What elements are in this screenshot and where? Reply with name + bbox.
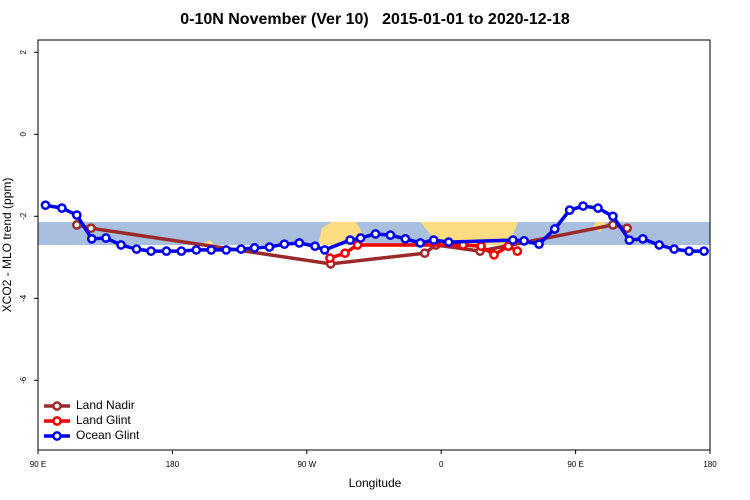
x-tick-label: 180 xyxy=(166,460,180,469)
legend-marker xyxy=(52,431,62,441)
data-point xyxy=(71,220,82,230)
data-point xyxy=(325,253,335,263)
legend-label: Land Nadir xyxy=(76,398,135,412)
data-point xyxy=(608,220,618,230)
data-point xyxy=(294,238,305,248)
x-tick-label: 90 W xyxy=(297,460,316,469)
data-point xyxy=(476,241,486,252)
data-point xyxy=(534,239,544,250)
data-point xyxy=(355,233,366,243)
plot-frame xyxy=(37,39,711,451)
data-point xyxy=(249,243,260,253)
x-axis-label: Longitude xyxy=(349,476,402,490)
data-point xyxy=(236,244,246,254)
data-point xyxy=(637,234,648,244)
data-point xyxy=(508,235,518,245)
data-point xyxy=(419,248,430,259)
chart-title: 0-10N November (Ver 10) 2015-01-01 to 20… xyxy=(180,11,570,28)
data-point xyxy=(622,223,632,234)
data-point xyxy=(176,246,187,256)
data-point xyxy=(415,238,426,248)
data-point xyxy=(86,223,96,234)
data-point xyxy=(400,234,411,244)
x-tick-label: 180 xyxy=(703,460,717,469)
legend-marker xyxy=(52,416,62,426)
data-point xyxy=(101,233,111,243)
data-point xyxy=(578,201,588,211)
data-point xyxy=(489,249,499,260)
data-point xyxy=(443,237,454,247)
y-tick-label: -4 xyxy=(19,294,28,302)
data-point xyxy=(206,245,217,255)
x-tick-label: 90 E xyxy=(30,460,46,469)
data-point xyxy=(345,235,355,245)
data-point xyxy=(699,246,709,256)
data-point xyxy=(608,211,618,222)
x-tick-label: 0 xyxy=(439,460,444,469)
data-point xyxy=(512,246,523,256)
legend-label: Land Glint xyxy=(76,413,131,427)
y-tick-label: -2 xyxy=(19,212,28,220)
data-point xyxy=(57,203,67,213)
data-point xyxy=(319,245,330,255)
data-point xyxy=(503,241,514,252)
data-point xyxy=(279,239,290,250)
data-point xyxy=(549,224,560,234)
data-point xyxy=(310,241,320,252)
series-line xyxy=(76,223,628,266)
data-point xyxy=(340,248,350,259)
legend-label: Ocean Glint xyxy=(76,428,140,442)
data-point xyxy=(131,244,142,254)
y-axis-label: XCO2 - MLO trend (ppm) xyxy=(0,178,14,313)
data-point xyxy=(191,245,202,255)
data-point xyxy=(428,235,439,245)
y-tick-label: 2 xyxy=(19,50,28,55)
data-point xyxy=(385,230,396,241)
y-tick-label: 0 xyxy=(19,132,28,137)
data-point xyxy=(116,240,126,250)
data-point xyxy=(146,246,156,256)
y-tick-label: -6 xyxy=(19,376,28,384)
data-point xyxy=(684,246,694,256)
x-tick-label: 90 E xyxy=(567,460,583,469)
data-point xyxy=(654,240,665,250)
data-point xyxy=(669,244,680,254)
data-point xyxy=(593,203,603,213)
data-point xyxy=(86,234,97,244)
data-point xyxy=(624,235,635,245)
data-point xyxy=(519,236,529,246)
data-point xyxy=(370,229,381,239)
data-point xyxy=(161,246,172,256)
legend-marker xyxy=(52,401,62,411)
data-point xyxy=(71,210,82,220)
data-point xyxy=(564,205,575,215)
data-point xyxy=(40,200,51,211)
data-point xyxy=(221,245,232,255)
data-point xyxy=(264,242,275,252)
